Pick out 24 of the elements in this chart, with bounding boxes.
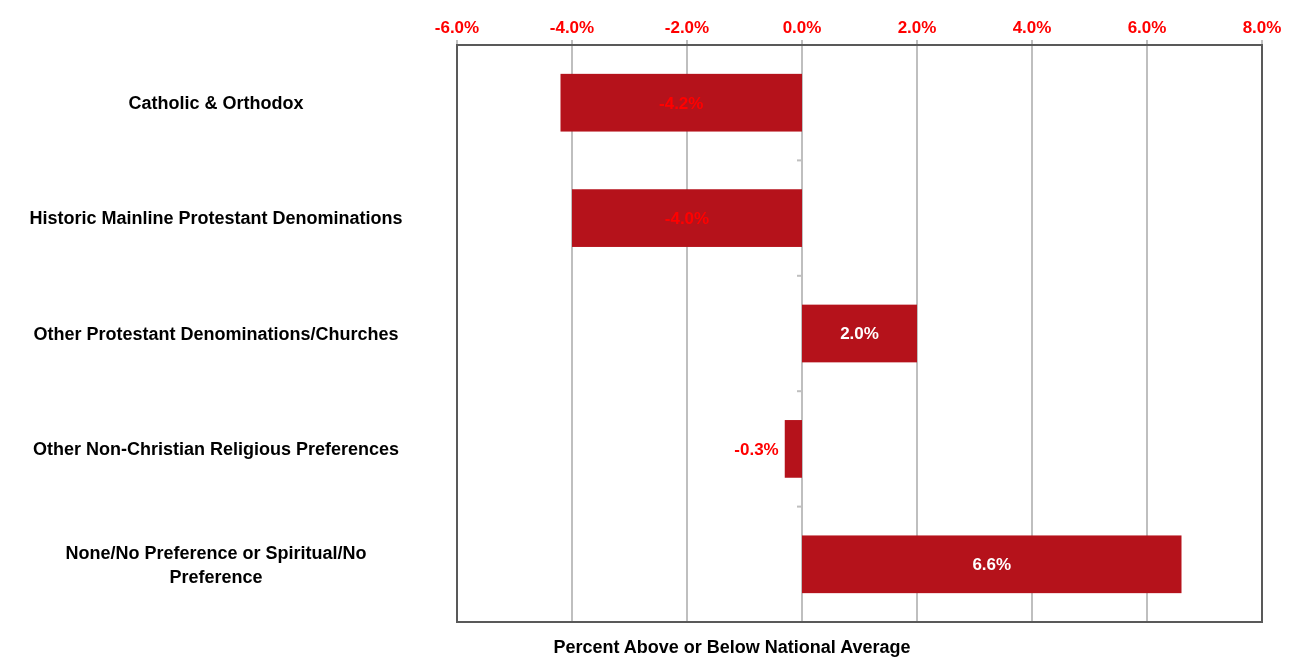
y-tick-label: Other Non-Christian Religious Preferences xyxy=(32,439,400,460)
y-tick-label: Catholic & Orthodox xyxy=(128,93,304,113)
bar xyxy=(802,304,917,363)
y-tick-label: None/No Preference or Spiritual/No Preference xyxy=(65,542,367,587)
y-tick-label: Other Protestant Denominations/Churches xyxy=(33,323,399,344)
bar xyxy=(560,73,802,132)
data-label: -0.3% xyxy=(734,439,779,459)
x-tick-label: 6.0% xyxy=(1127,18,1167,37)
x-tick-label: 2.0% xyxy=(897,18,937,37)
data-label: -4.2% xyxy=(659,93,704,113)
bar xyxy=(802,535,1182,594)
y-tick-label: Historic Mainline Protestant Denominations xyxy=(29,208,403,229)
x-axis-title: Percent Above or Below National Average xyxy=(553,637,911,657)
x-tick-label: -2.0% xyxy=(664,18,710,37)
data-label: 2.0% xyxy=(840,324,879,344)
x-tick-label: 4.0% xyxy=(1012,18,1052,37)
bar xyxy=(572,189,802,247)
x-tick-label: -6.0% xyxy=(434,18,480,37)
bar xyxy=(784,420,802,478)
data-label: -4.0% xyxy=(664,209,710,229)
x-tick-label: -4.0% xyxy=(549,18,595,37)
x-tick-label: 0.0% xyxy=(782,18,822,37)
data-label: 6.6% xyxy=(972,555,1012,575)
x-tick-label: 8.0% xyxy=(1242,18,1282,37)
